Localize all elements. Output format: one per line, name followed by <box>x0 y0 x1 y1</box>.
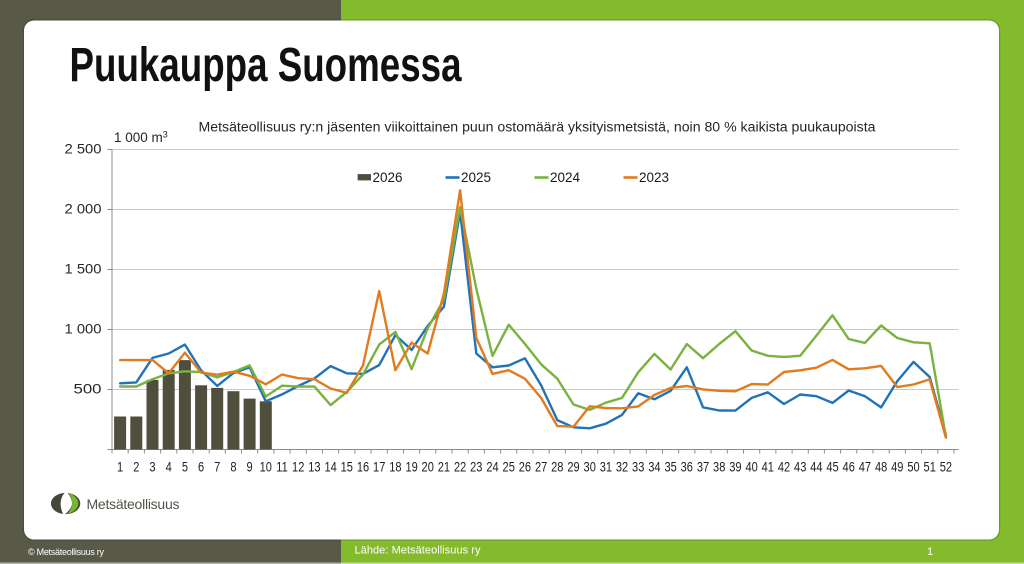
svg-text:13: 13 <box>308 459 320 475</box>
svg-text:49: 49 <box>891 459 903 475</box>
svg-text:17: 17 <box>373 459 385 475</box>
svg-text:Puukauppa Suomessa: Puukauppa Suomessa <box>70 37 462 91</box>
svg-text:5: 5 <box>182 459 188 475</box>
svg-text:46: 46 <box>843 459 855 475</box>
svg-text:Lähde: Metsäteollisuus ry: Lähde: Metsäteollisuus ry <box>355 545 482 557</box>
svg-text:37: 37 <box>697 459 709 475</box>
svg-text:11: 11 <box>276 459 287 475</box>
svg-text:8: 8 <box>230 459 236 475</box>
svg-text:1 500: 1 500 <box>65 261 102 277</box>
svg-text:22: 22 <box>454 459 466 475</box>
svg-text:2023: 2023 <box>639 170 669 185</box>
svg-text:39: 39 <box>729 459 741 475</box>
svg-text:33: 33 <box>632 459 644 475</box>
svg-text:26: 26 <box>519 459 531 475</box>
svg-text:50: 50 <box>907 459 919 475</box>
svg-text:35: 35 <box>664 459 676 475</box>
svg-text:28: 28 <box>551 459 563 475</box>
svg-text:44: 44 <box>810 459 822 475</box>
svg-text:29: 29 <box>567 459 579 475</box>
svg-text:© Metsäteollisuus ry: © Metsäteollisuus ry <box>28 547 105 557</box>
svg-text:2: 2 <box>133 459 139 475</box>
svg-text:30: 30 <box>584 459 596 475</box>
svg-text:10: 10 <box>260 459 272 475</box>
svg-text:47: 47 <box>859 459 871 475</box>
svg-text:1 000 m3: 1 000 m3 <box>114 130 168 146</box>
svg-text:24: 24 <box>486 459 498 475</box>
svg-text:36: 36 <box>681 459 693 475</box>
svg-text:45: 45 <box>826 459 838 475</box>
svg-text:52: 52 <box>940 459 952 475</box>
svg-text:38: 38 <box>713 459 725 475</box>
svg-text:32: 32 <box>616 459 628 475</box>
svg-text:15: 15 <box>341 459 353 475</box>
svg-text:3: 3 <box>149 459 155 475</box>
svg-text:1: 1 <box>117 459 123 475</box>
svg-text:19: 19 <box>405 459 417 475</box>
svg-text:Metsäteollisuus: Metsäteollisuus <box>87 496 180 512</box>
svg-text:2 000: 2 000 <box>65 201 102 217</box>
svg-text:2024: 2024 <box>550 170 581 185</box>
svg-text:7: 7 <box>214 459 220 475</box>
svg-text:2025: 2025 <box>461 170 491 185</box>
svg-text:2 500: 2 500 <box>65 141 102 157</box>
svg-text:34: 34 <box>648 459 660 475</box>
svg-text:14: 14 <box>324 459 336 475</box>
svg-text:43: 43 <box>794 459 806 475</box>
svg-text:Metsäteollisuus ry:n jäsenten: Metsäteollisuus ry:n jäsenten viikoittai… <box>199 120 877 135</box>
svg-text:40: 40 <box>745 459 757 475</box>
svg-text:2026: 2026 <box>373 170 403 185</box>
svg-text:51: 51 <box>924 459 936 475</box>
svg-text:16: 16 <box>357 459 369 475</box>
svg-text:1 000: 1 000 <box>65 321 102 337</box>
svg-text:18: 18 <box>389 459 401 475</box>
svg-text:41: 41 <box>762 459 774 475</box>
svg-text:23: 23 <box>470 459 482 475</box>
svg-text:12: 12 <box>292 459 304 475</box>
svg-text:48: 48 <box>875 459 887 475</box>
svg-text:20: 20 <box>422 459 434 475</box>
svg-text:21: 21 <box>438 459 450 475</box>
svg-text:6: 6 <box>198 459 204 475</box>
svg-text:500: 500 <box>74 381 102 397</box>
svg-text:42: 42 <box>778 459 790 475</box>
svg-text:1: 1 <box>927 546 933 558</box>
svg-text:4: 4 <box>166 459 172 475</box>
svg-text:9: 9 <box>247 459 253 475</box>
svg-text:31: 31 <box>600 459 612 475</box>
svg-text:25: 25 <box>503 459 515 475</box>
svg-text:27: 27 <box>535 459 547 475</box>
